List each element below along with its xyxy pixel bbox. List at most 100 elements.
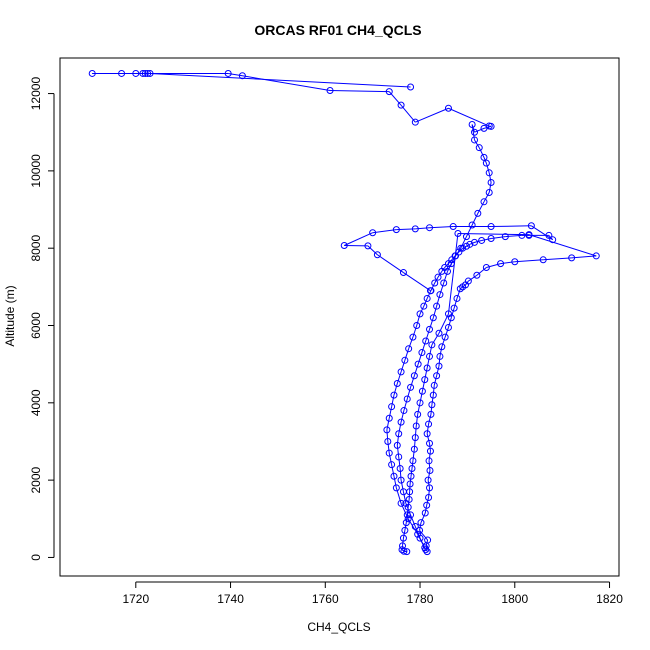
data-point — [549, 236, 557, 244]
series-segment — [432, 385, 435, 396]
data-point — [434, 273, 442, 281]
series-segment — [444, 327, 449, 338]
series-segment — [426, 433, 430, 444]
series-segment — [477, 201, 485, 214]
data-point — [326, 86, 334, 94]
data-point — [396, 465, 404, 473]
data-point — [364, 242, 372, 250]
data-point — [485, 122, 493, 130]
data-point — [411, 225, 419, 233]
data-point — [487, 235, 495, 243]
series-segment — [488, 182, 492, 193]
series-segment — [441, 336, 446, 347]
series-segment — [398, 456, 401, 469]
series-segment — [409, 476, 412, 485]
data-point — [466, 240, 474, 248]
data-point — [427, 410, 435, 418]
data-point — [418, 349, 426, 357]
data-point — [404, 515, 412, 523]
series-segment — [431, 332, 440, 346]
data-point — [407, 83, 415, 91]
series-segment — [439, 282, 445, 295]
data-point — [144, 69, 152, 77]
data-point — [385, 449, 393, 457]
series-segment — [391, 464, 395, 477]
data-point — [132, 69, 140, 77]
data-point — [471, 238, 479, 246]
series-segment — [427, 480, 431, 488]
series-segment — [412, 325, 418, 338]
data-point — [416, 310, 424, 318]
series-segment — [491, 225, 532, 228]
data-point — [426, 484, 434, 492]
data-point — [416, 534, 424, 542]
data-point — [88, 69, 96, 77]
data-point — [428, 341, 436, 349]
series-segment — [419, 537, 426, 549]
data-point — [409, 457, 417, 465]
data-point — [440, 279, 448, 287]
data-point — [340, 241, 348, 249]
data-point — [426, 287, 434, 295]
data-point — [413, 322, 421, 329]
series-segment — [408, 336, 414, 349]
series-segment — [419, 530, 428, 541]
series-segment — [439, 346, 443, 357]
data-point — [385, 88, 393, 96]
data-point — [397, 368, 405, 376]
series-segment — [543, 257, 572, 261]
series-segment — [400, 410, 405, 423]
data-point — [402, 519, 410, 527]
series-segment — [428, 487, 431, 498]
data-point — [441, 333, 449, 341]
data-point — [423, 430, 431, 438]
data-point — [433, 372, 441, 380]
data-point — [426, 224, 434, 232]
x-tick-label: 1740 — [217, 592, 244, 606]
series-segment — [485, 163, 490, 173]
y-tick-label: 12000 — [29, 77, 43, 111]
data-point — [420, 302, 428, 310]
data-point — [568, 254, 576, 262]
data-point — [397, 476, 405, 484]
series-segment — [424, 505, 428, 514]
data-point — [485, 169, 493, 177]
data-point — [435, 362, 443, 370]
data-point — [405, 345, 413, 353]
data-point — [399, 488, 407, 496]
series-segment — [377, 254, 404, 273]
data-point — [399, 269, 407, 277]
series-segment — [388, 406, 393, 419]
data-point — [511, 258, 519, 266]
series-segment — [372, 229, 397, 234]
series-segment — [410, 514, 416, 527]
series-segment — [428, 414, 432, 425]
series-segment — [514, 259, 544, 263]
data-point — [485, 189, 493, 197]
data-point — [373, 251, 381, 259]
series-segment — [405, 503, 412, 516]
data-point — [468, 120, 476, 128]
data-point — [392, 226, 400, 234]
series-segment — [420, 512, 426, 523]
data-point — [417, 519, 425, 527]
data-point — [444, 310, 452, 318]
data-point — [464, 277, 472, 285]
series-segment — [414, 425, 417, 438]
data-point — [447, 260, 455, 268]
data-point — [397, 418, 405, 426]
series-segment — [447, 263, 452, 272]
x-axis-label: CH4_QCLS — [307, 620, 370, 634]
series-segment — [419, 305, 425, 315]
data-point — [426, 352, 434, 360]
data-point — [480, 153, 488, 161]
series-segment — [416, 313, 421, 326]
series-segment — [471, 213, 479, 226]
y-tick-label: 2000 — [29, 466, 43, 493]
series-segment — [427, 470, 431, 481]
data-series — [398, 230, 600, 556]
series-segment — [438, 356, 441, 367]
series-segment — [450, 255, 456, 264]
data-point — [393, 441, 401, 449]
